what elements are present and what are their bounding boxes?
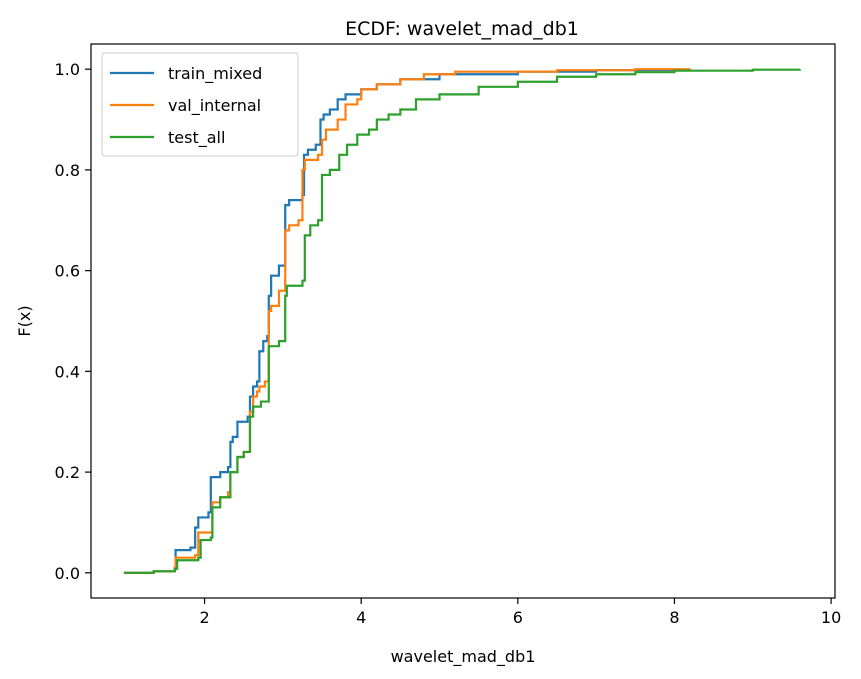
legend-label-train-mixed: train_mixed: [168, 64, 262, 84]
plot-area: [123, 68, 801, 574]
axes-frame: [90, 43, 836, 599]
y-tick-label: 0.0: [55, 564, 80, 583]
y-tick-label: 0.2: [55, 463, 80, 482]
x-axis-label: wavelet_mad_db1: [391, 647, 536, 667]
y-axis: 0.0 0.2 0.4 0.6 0.8 1.0: [55, 60, 91, 583]
x-tick-label: 10: [821, 608, 841, 627]
y-tick-label: 1.0: [55, 60, 80, 79]
y-tick-label: 0.4: [55, 362, 80, 381]
legend: train_mixed val_internal test_all: [101, 52, 299, 157]
x-tick-label: 8: [669, 608, 679, 627]
x-tick-label: 6: [513, 608, 523, 627]
legend-label-val-internal: val_internal: [168, 96, 261, 116]
x-axis: 2 4 6 8 10: [199, 598, 841, 627]
legend-box: [101, 52, 299, 157]
legend-label-test-all: test_all: [168, 128, 225, 148]
x-tick-label: 2: [199, 608, 209, 627]
x-tick-label: 4: [356, 608, 366, 627]
series-line-test-all: [123, 68, 801, 574]
chart-title: ECDF: wavelet_mad_db1: [345, 18, 579, 40]
y-tick-label: 0.6: [55, 262, 80, 281]
y-axis-label: F(x): [15, 305, 34, 336]
y-tick-label: 0.8: [55, 161, 80, 180]
